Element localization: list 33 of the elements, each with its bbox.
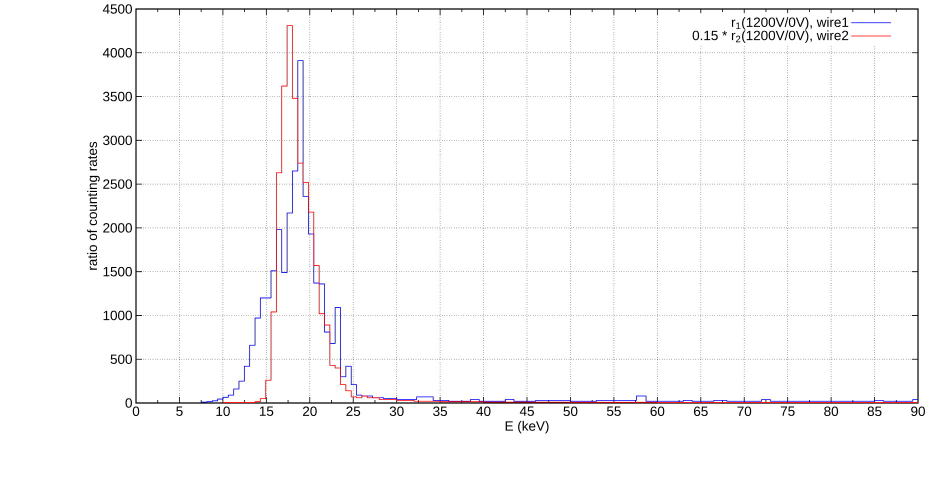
x-tick-label: 25	[346, 406, 360, 416]
legend-label: 0.15 * r$_{2}$(1200V/0V), wire2	[692, 30, 848, 43]
x-tick-label: 15	[260, 406, 274, 416]
y-tick-label: 1000	[104, 310, 132, 320]
x-tick-label: 40	[476, 406, 491, 416]
y-tick-label: 2500	[103, 179, 132, 189]
x-tick-label: 70	[737, 406, 752, 416]
x-tick-label: 75	[780, 406, 795, 416]
x-tick-label: 10	[216, 406, 230, 416]
x-tick-label: 5	[176, 406, 183, 416]
x-tick-label: 80	[824, 406, 838, 416]
x-tick-label: 30	[390, 406, 404, 416]
x-tick-label: 45	[520, 406, 534, 416]
x-axis-title: E (keV)	[506, 420, 549, 434]
x-tick-label: 35	[433, 406, 448, 416]
y-tick-label: 4000	[102, 48, 132, 58]
x-tick-label: 0	[132, 406, 140, 416]
y-tick-label: 1500	[104, 266, 132, 276]
y-tick-label: 500	[110, 354, 132, 364]
x-tick-label: 65	[694, 406, 708, 416]
x-tick-label: 50	[564, 406, 578, 416]
x-tick-label: 85	[868, 406, 882, 416]
y-tick-label: 3000	[103, 136, 132, 146]
x-tick-label: 55	[606, 406, 621, 416]
y-axis-title: ratio of counting rates	[87, 142, 100, 270]
y-tick-label: 0	[126, 398, 132, 408]
x-tick-label: 60	[650, 406, 664, 416]
y-tick-label: 4500	[102, 4, 132, 14]
x-tick-label: 20	[302, 406, 317, 416]
y-tick-label: 2000	[103, 223, 132, 233]
y-tick-label: 3500	[103, 92, 132, 102]
x-tick-label: 90	[911, 406, 925, 416]
legend-label: r$_{1}$(1200V/0V), wire1	[732, 17, 848, 30]
